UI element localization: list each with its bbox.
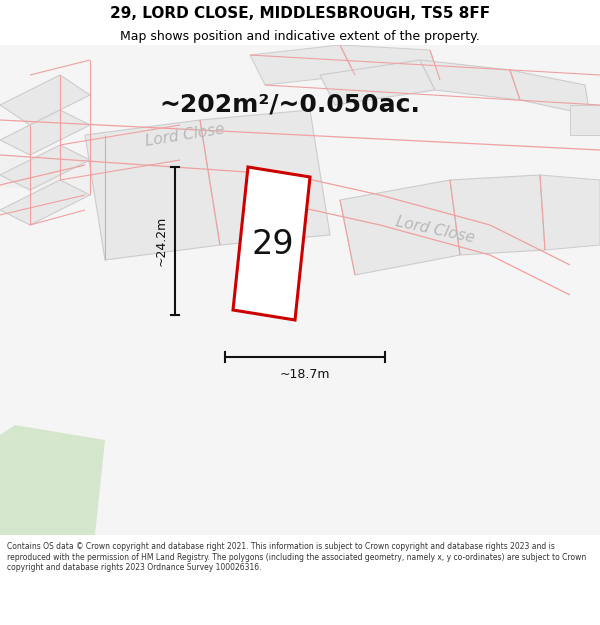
Polygon shape [540, 175, 600, 250]
Text: Contains OS data © Crown copyright and database right 2021. This information is : Contains OS data © Crown copyright and d… [7, 542, 586, 572]
Polygon shape [340, 180, 460, 275]
Polygon shape [0, 110, 90, 155]
Text: ~18.7m: ~18.7m [280, 369, 330, 381]
Polygon shape [233, 167, 310, 320]
Polygon shape [0, 180, 90, 225]
Polygon shape [0, 145, 90, 190]
Polygon shape [570, 105, 600, 135]
Polygon shape [0, 75, 90, 125]
Polygon shape [450, 175, 545, 255]
Text: 29, LORD CLOSE, MIDDLESBROUGH, TS5 8FF: 29, LORD CLOSE, MIDDLESBROUGH, TS5 8FF [110, 6, 490, 21]
Text: ~202m²/~0.050ac.: ~202m²/~0.050ac. [160, 93, 421, 117]
Polygon shape [420, 60, 520, 100]
Polygon shape [340, 45, 440, 80]
Polygon shape [250, 45, 355, 85]
Polygon shape [200, 110, 330, 245]
Polygon shape [0, 425, 105, 535]
Polygon shape [320, 60, 435, 105]
Polygon shape [85, 120, 220, 260]
Polygon shape [0, 157, 280, 205]
Text: Lord Close: Lord Close [144, 121, 226, 149]
Text: ~24.2m: ~24.2m [155, 216, 167, 266]
Text: Map shows position and indicative extent of the property.: Map shows position and indicative extent… [120, 31, 480, 43]
Text: Lord Close: Lord Close [394, 214, 476, 246]
Text: 29: 29 [251, 229, 295, 261]
Polygon shape [510, 70, 590, 115]
